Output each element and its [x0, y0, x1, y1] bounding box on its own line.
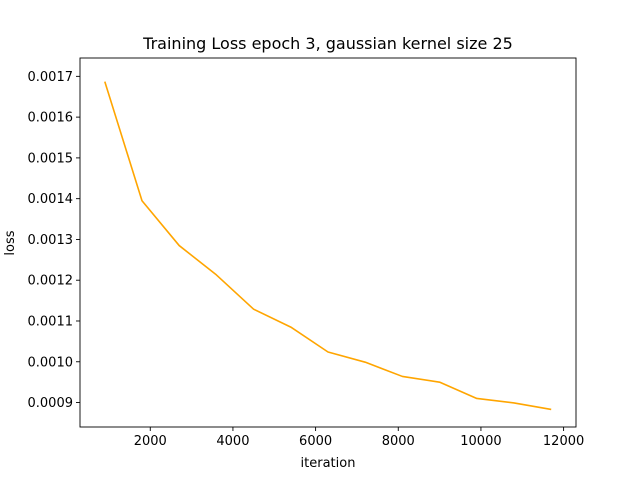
y-tick-label-1: 0.0010 [28, 355, 74, 370]
series-line-0 [104, 81, 552, 411]
chart-title: Training Loss epoch 3, gaussian kernel s… [142, 34, 513, 53]
x-tick-label-1: 4000 [216, 434, 249, 449]
y-tick-label-5: 0.0014 [28, 192, 74, 207]
y-tick-label-3: 0.0012 [28, 274, 74, 289]
x-tick-label-3: 8000 [382, 434, 415, 449]
y-tick-label-8: 0.0017 [28, 70, 74, 85]
plot-area: 2000 4000 6000 8000 10000 12000 0.0009 0.0010 0.… [28, 57, 584, 449]
y-tick-label-6: 0.0015 [28, 151, 74, 166]
y-tick-label-7: 0.0016 [28, 111, 74, 126]
x-tick-label-0: 2000 [134, 434, 167, 449]
y-tick-label-4: 0.0013 [28, 233, 74, 248]
y-axis-label: loss [3, 230, 18, 255]
x-tick-label-5: 12000 [543, 434, 584, 449]
y-tick-label-2: 0.0011 [28, 314, 74, 329]
x-axis-label: iteration [301, 456, 356, 471]
y-tick-label-0: 0.0009 [28, 396, 74, 411]
x-tick-label-4: 10000 [460, 434, 501, 449]
axes-frame [79, 57, 577, 428]
x-tick-label-2: 6000 [299, 434, 332, 449]
